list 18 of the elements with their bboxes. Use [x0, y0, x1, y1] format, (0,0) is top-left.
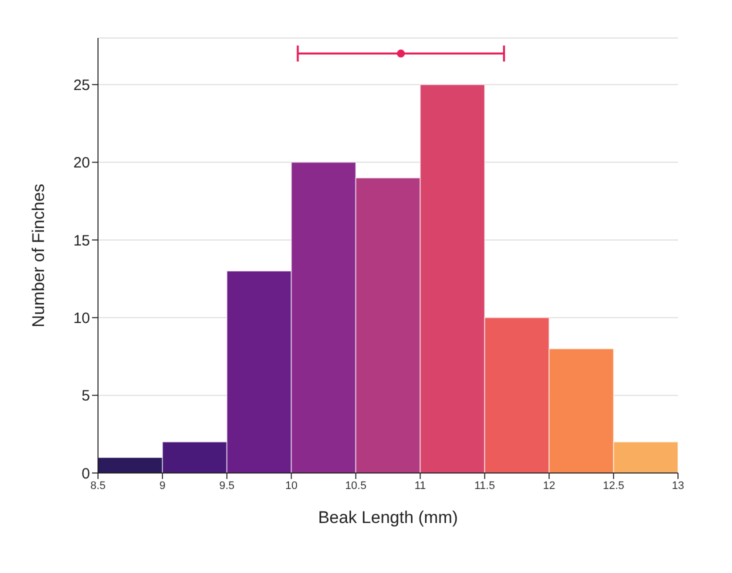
- y-tick-label: 5: [82, 388, 90, 405]
- y-tick-label: 25: [73, 76, 90, 94]
- x-tick-label: 9.5: [219, 480, 235, 492]
- x-tick-label: 11: [414, 480, 426, 492]
- x-tick-label: 11.5: [474, 480, 495, 492]
- x-tick-label: 13: [672, 480, 684, 492]
- y-tick-label: 15: [73, 232, 90, 250]
- x-tick-label: 9: [159, 480, 166, 492]
- x-tick-label: 8.5: [90, 480, 106, 492]
- x-tick-label: 10: [285, 480, 298, 492]
- x-axis-title: Beak Length (mm): [318, 508, 458, 527]
- x-tick-label: 10.5: [345, 480, 366, 492]
- x-tick-label: 12.5: [602, 480, 624, 492]
- y-axis-title: Number of Finches: [29, 184, 48, 328]
- x-tick-label: 12: [542, 480, 556, 492]
- y-tick-label: 0: [82, 465, 90, 482]
- y-tick-label: 20: [73, 154, 90, 172]
- y-tick-label: 10: [73, 310, 90, 327]
